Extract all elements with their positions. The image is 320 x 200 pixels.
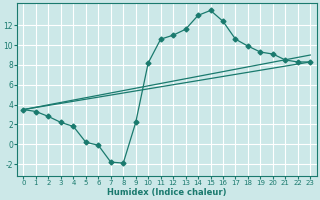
X-axis label: Humidex (Indice chaleur): Humidex (Indice chaleur) — [107, 188, 227, 197]
